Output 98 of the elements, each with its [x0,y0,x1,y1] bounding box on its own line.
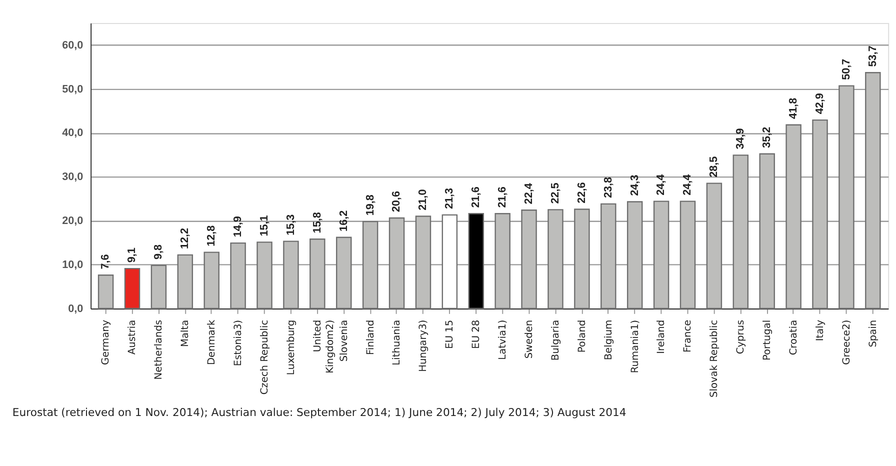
data-label: 24,3 [628,174,641,196]
x-tick-label: Malta [180,320,192,347]
x-tick-label: Cyprus [736,320,747,354]
x-tick-label: France [682,320,694,353]
data-label: 19,8 [364,194,376,216]
y-tick-label: 20,0 [62,215,84,228]
bar [812,119,828,310]
data-label: 21,6 [496,186,509,208]
x-tick-label: Latvia1) [498,320,509,360]
data-label: 41,8 [788,98,800,119]
y-tick-label: 60,0 [62,39,84,52]
bar [680,200,696,310]
x-tick-label: Bulgaria [550,320,562,361]
bar [336,236,352,310]
bar [786,124,802,310]
bar [124,268,140,310]
data-label: 28,5 [708,156,720,178]
data-label: 12,8 [206,225,218,246]
bar [494,213,510,310]
data-label: 21,0 [417,189,430,210]
x-tick-label: Slovenia [338,320,350,362]
data-label: 9,8 [152,244,165,260]
data-label: 21,3 [444,188,456,210]
data-label: 22,6 [576,182,588,204]
x-tick-label: Finland [365,320,376,355]
data-label: 24,4 [682,174,694,196]
x-tick-label: Czech Republic [259,320,270,395]
bar [706,182,722,310]
data-label: 12,2 [179,228,192,250]
x-tick-label: EU 28 [471,320,482,349]
data-label: 22,4 [522,183,535,204]
bar [98,274,114,310]
x-tick-label: Portugal [762,320,774,361]
x-tick-label: Croatia [788,320,800,356]
data-label: 42,9 [814,93,826,114]
x-tick-label: Luxemburg [286,320,297,376]
x-tick-label: EU 15 [444,320,456,349]
data-label: 9,1 [126,248,138,263]
data-label: 24,4 [655,174,668,196]
data-label: 22,5 [549,182,562,204]
x-tick-label: Belgium [603,320,614,360]
x-tick-label: Slovak Republic [709,320,720,398]
x-tick-label: Hungary3) [418,320,430,372]
data-label: 15,3 [284,214,297,236]
bar [150,264,167,310]
bar [362,220,378,310]
bar [732,154,749,310]
bar [388,217,405,310]
x-tick-label: Sweden [524,320,535,359]
bar [204,252,220,310]
x-tick-label: Ireland [656,320,668,354]
bar [256,242,272,310]
bar [865,72,881,310]
y-tick-label: 10,0 [62,259,84,272]
bar [415,216,432,310]
bar [838,85,854,310]
x-tick-label: Germany [100,320,112,366]
bar [310,238,326,310]
data-label: 16,2 [338,210,350,232]
bar [442,214,458,310]
x-tick-label: Netherlands [154,320,165,380]
y-tick-label: 30,0 [62,171,84,184]
x-tick-label: Estonia3) [233,320,244,366]
data-label: 23,8 [602,176,614,198]
bar [283,240,299,310]
bar [653,200,670,310]
x-tick-label: Lithuania [392,320,403,366]
x-tick-label: Spain [868,320,879,348]
data-label: 35,2 [761,126,774,148]
x-tick-label: Denmark [206,320,218,366]
bar [626,201,643,310]
data-label: 15,8 [311,212,324,234]
x-tick-label: Greece2) [841,320,852,365]
data-label: 34,9 [734,128,747,150]
data-label: 15,1 [258,215,270,236]
data-label: 53,7 [866,46,879,67]
x-tick-label: Poland [576,320,588,353]
y-tick-label: 0,0 [68,302,84,315]
bar [521,210,537,310]
data-label: 20,6 [390,191,403,212]
bar [548,209,564,310]
x-tick-label: Austria [127,320,138,355]
x-tick-label: Rumania1) [630,320,641,374]
bar [468,213,484,310]
bar [759,153,775,310]
x-tick-label: Italy [814,320,826,342]
bar [230,242,246,310]
data-label: 50,7 [840,58,852,80]
x-tick-label: United Kingdom2) [312,320,336,374]
bar [600,203,616,310]
y-tick-label: 40,0 [62,127,84,140]
data-label: 14,9 [232,216,244,238]
data-label: 7,6 [100,254,112,270]
bar [574,208,590,310]
text: Eurostat (retrieved on 1 Nov. 2014); Austrian value: September 2014; 1) June 2014; 2) July 2014; 3) August 2014 [12,406,626,419]
bar [177,254,194,310]
y-tick-label: 50,0 [62,83,84,96]
data-label: 21,6 [470,186,482,208]
